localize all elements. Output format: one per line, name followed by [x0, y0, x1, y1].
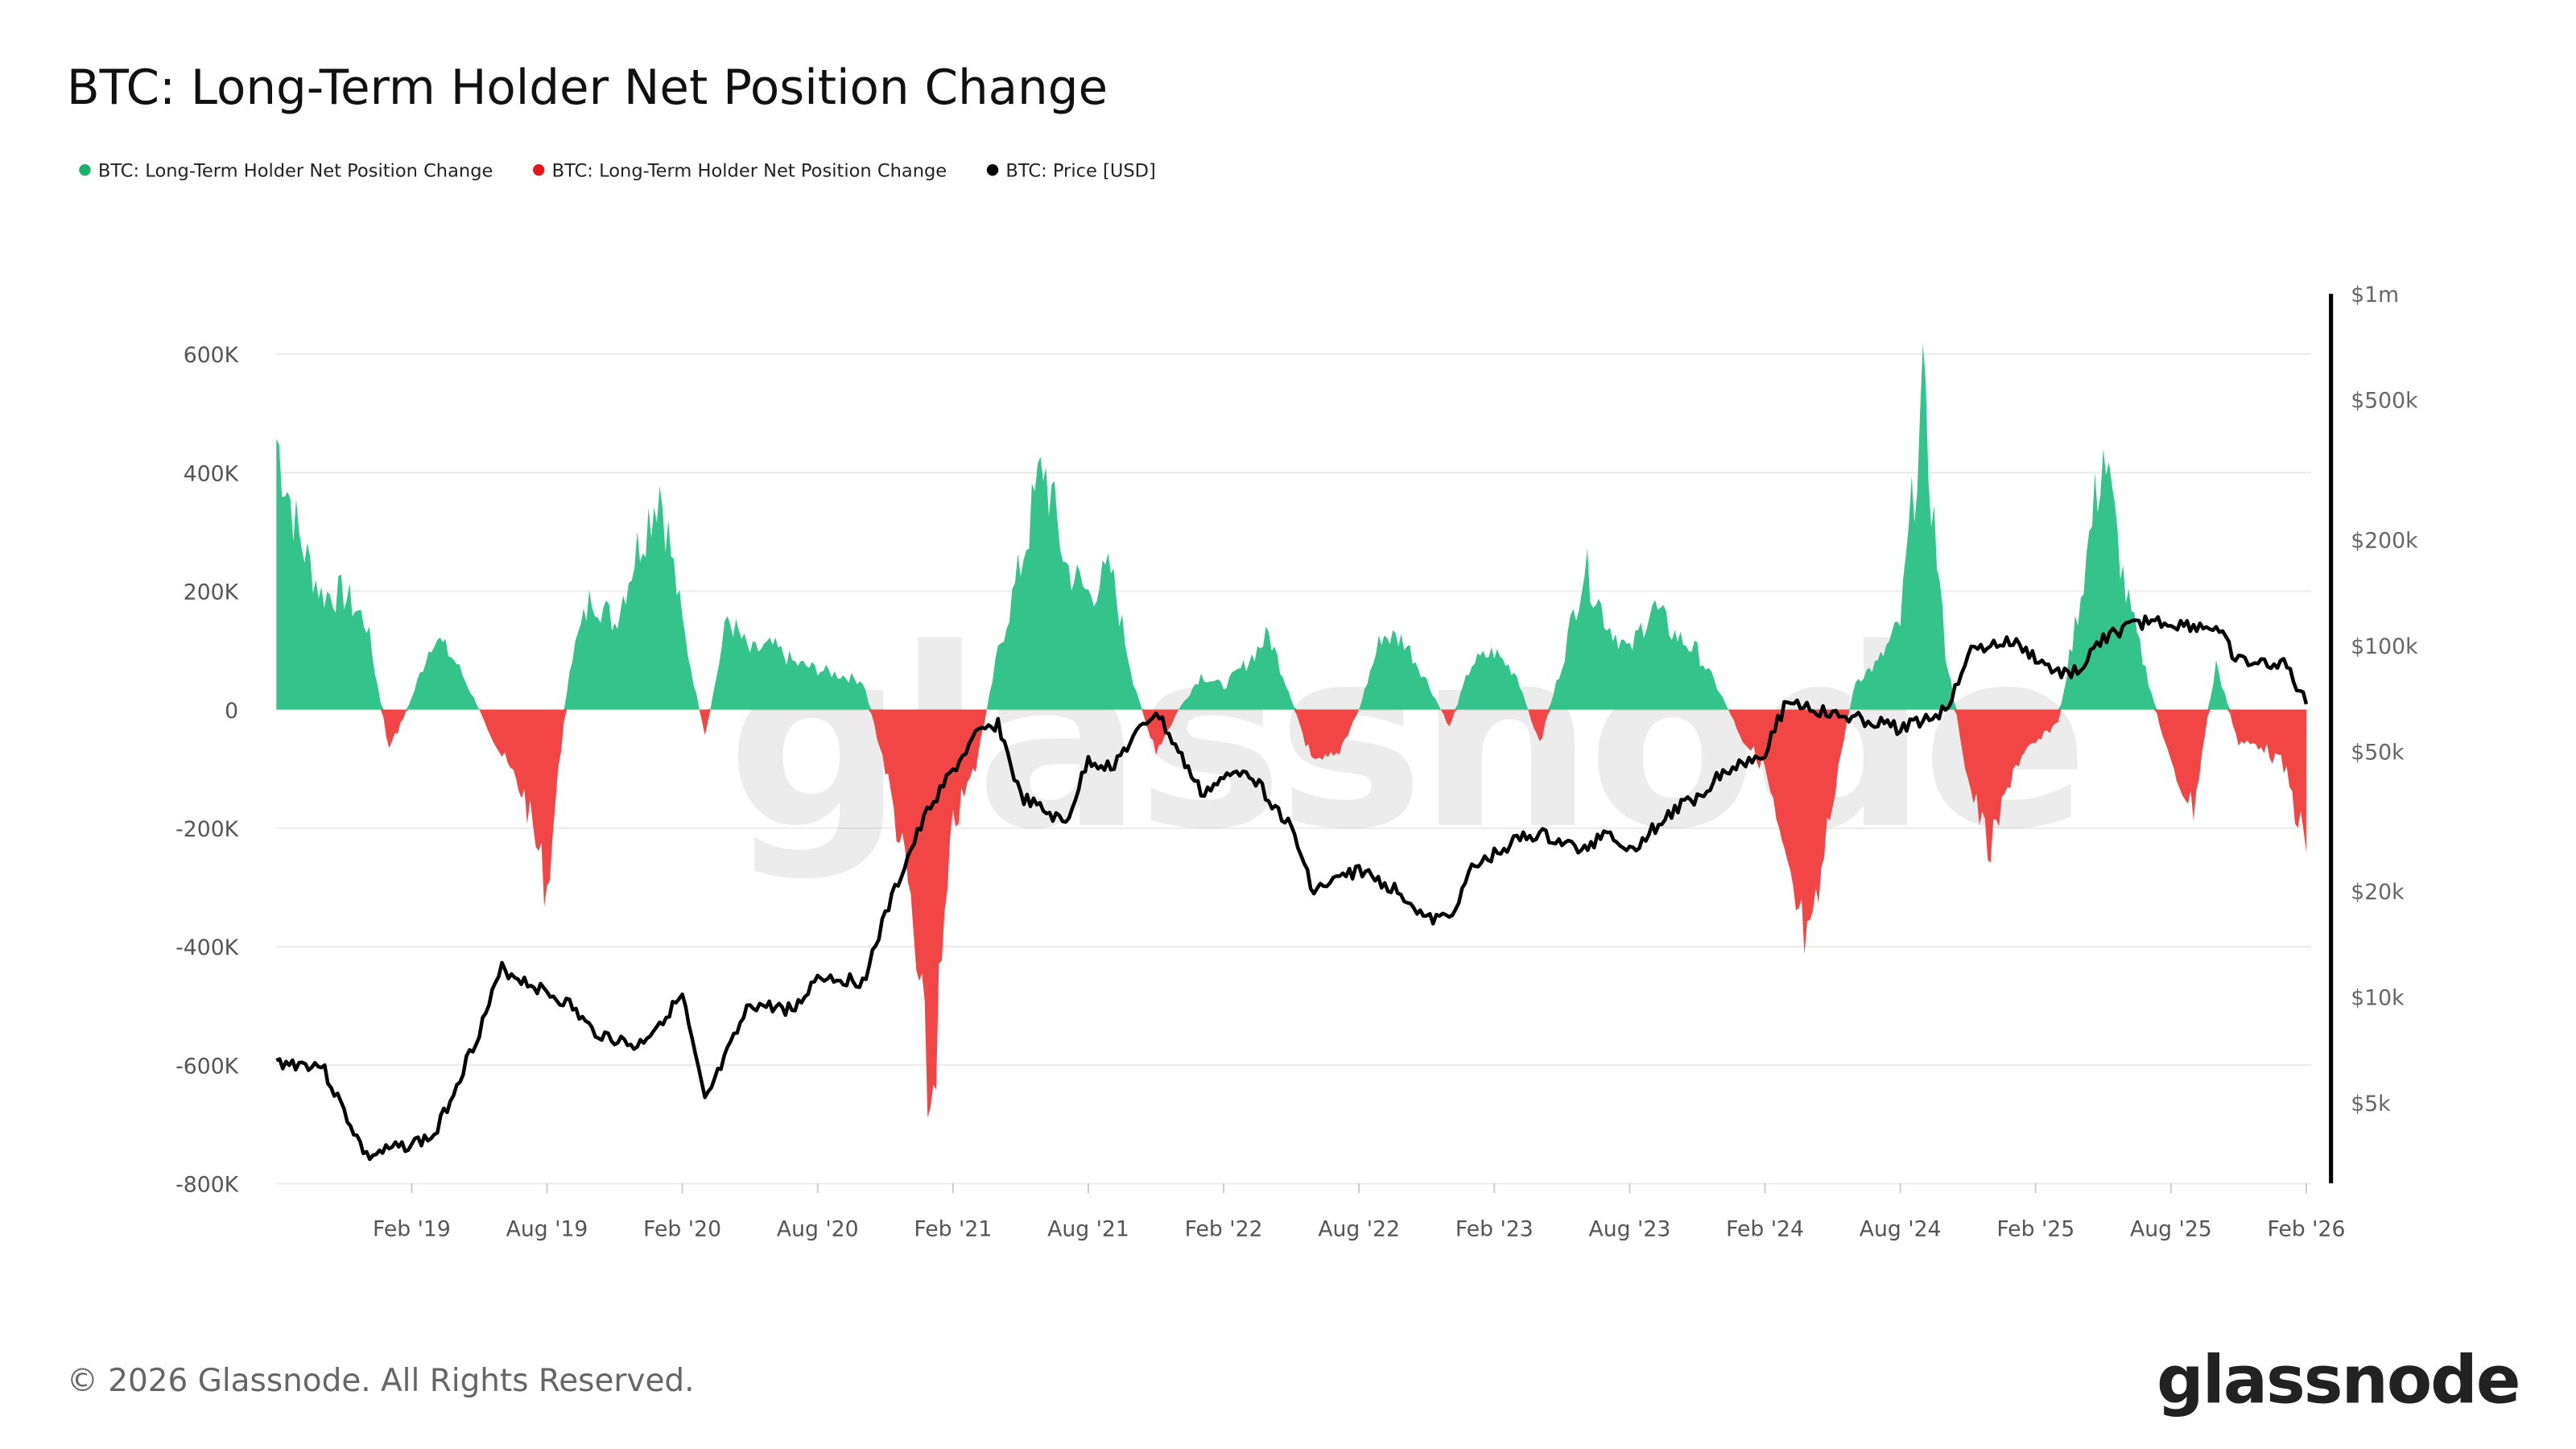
x-tick-label: Feb '25 — [1996, 1217, 2074, 1242]
x-tick-label: Feb '21 — [914, 1217, 992, 1242]
right-tick-label: $50k — [2351, 740, 2405, 765]
right-tick-label: $500k — [2351, 389, 2418, 414]
x-tick-label: Feb '24 — [1726, 1217, 1804, 1242]
x-tick-label: Aug '23 — [1589, 1217, 1671, 1242]
right-tick-label: $20k — [2351, 880, 2405, 905]
y-tick-label: -400K — [175, 935, 239, 960]
y-tick-label: 600K — [184, 343, 240, 368]
right-axis: $1m $500k $200k $100k $50k $20k $10k $5k — [2329, 283, 2418, 1183]
x-tick-label: Aug '20 — [777, 1217, 859, 1242]
x-tick-label: Aug '22 — [1318, 1217, 1400, 1242]
x-tick-label: Feb '22 — [1185, 1217, 1263, 1242]
y-tick-label: -800K — [175, 1173, 239, 1198]
x-tick-label: Aug '24 — [1860, 1217, 1942, 1242]
price-line — [275, 614, 2309, 1162]
x-axis: Feb '19 Aug '19 Feb '20 Aug '20 Feb '21 Aug '… — [373, 1183, 2345, 1242]
y-tick-label: 400K — [184, 461, 240, 486]
y-tick-label: 200K — [184, 580, 240, 605]
legend-dot-red — [533, 163, 545, 176]
left-axis: 600K 400K 200K 0 -200K -400K -600K -800K — [175, 343, 239, 1197]
x-tick-label: Aug '25 — [2130, 1217, 2212, 1242]
net-position-negative-area — [276, 709, 2306, 1118]
y-tick-label: 0 — [225, 699, 238, 724]
legend-label: BTC: Long-Term Holder Net Position Chang… — [98, 160, 493, 181]
right-tick-label: $5k — [2351, 1092, 2391, 1117]
chart-title: BTC: Long-Term Holder Net Position Chang… — [67, 60, 1108, 116]
right-tick-label: $100k — [2351, 634, 2418, 659]
net-position-positive-area — [276, 344, 2306, 710]
price-series — [275, 614, 2309, 1162]
legend-item-ltH-positive[interactable]: BTC: Long-Term Holder Net Position Chang… — [79, 160, 493, 181]
y-tick-label: -600K — [175, 1054, 239, 1079]
right-tick-label: $1m — [2351, 283, 2399, 308]
legend: BTC: Long-Term Holder Net Position Chang… — [79, 160, 1156, 181]
right-tick-label: $200k — [2351, 528, 2418, 553]
glassnode-logo: glassnode — [2157, 1343, 2519, 1419]
right-tick-label: $10k — [2351, 986, 2405, 1011]
x-tick-label: Feb '23 — [1455, 1217, 1534, 1242]
copyright: © 2026 Glassnode. All Rights Reserved. — [67, 1363, 695, 1399]
legend-item-ltH-negative[interactable]: BTC: Long-Term Holder Net Position Chang… — [533, 160, 947, 181]
net-position-areas — [276, 344, 2306, 1118]
x-tick-label: Feb '20 — [643, 1217, 721, 1242]
x-tick-label: Feb '19 — [373, 1217, 451, 1242]
legend-dot-black — [986, 163, 999, 176]
legend-label: BTC: Price [USD] — [1005, 160, 1155, 181]
legend-item-price[interactable]: BTC: Price [USD] — [986, 160, 1156, 181]
x-tick-label: Aug '21 — [1047, 1217, 1129, 1242]
legend-label: BTC: Long-Term Holder Net Position Chang… — [552, 160, 947, 181]
x-tick-label: Aug '19 — [506, 1217, 588, 1242]
y-tick-label: -200K — [175, 817, 239, 842]
legend-dot-green — [79, 163, 91, 176]
x-tick-label: Feb '26 — [2268, 1217, 2346, 1242]
